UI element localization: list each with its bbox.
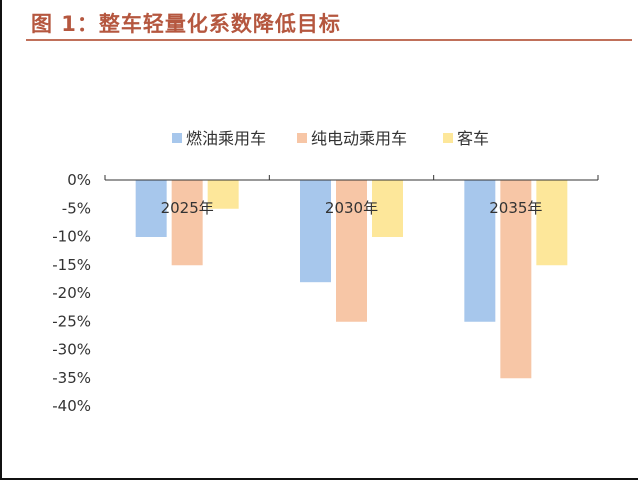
legend-swatch — [297, 133, 307, 143]
bar — [135, 179, 167, 237]
x-tick-label: 2035年 — [489, 199, 542, 217]
figure-title: 图 1：整车轻量化系数降低目标 — [31, 12, 341, 36]
y-tick-label: -10% — [52, 228, 91, 246]
x-tick-label: 2030年 — [325, 199, 378, 217]
legend-label: 纯电动乘用车 — [311, 129, 407, 148]
bar — [464, 179, 496, 322]
axes: 0% -5% -10% -15% -20% -25% -30% -35% -40% 2025年 20… — [52, 171, 599, 415]
y-tick-label: 0% — [67, 171, 91, 189]
legend: 燃油乘用车 纯电动乘用车 客车 — [172, 129, 489, 148]
legend-swatch — [172, 133, 182, 143]
y-tick-label: -15% — [52, 256, 91, 274]
bar — [500, 179, 532, 379]
bar — [372, 179, 403, 237]
y-tick-label: -20% — [52, 284, 91, 302]
bar — [336, 179, 367, 322]
x-tick-label: 2025年 — [161, 199, 214, 217]
y-tick-label: -5% — [62, 199, 91, 217]
y-tick-label: -25% — [52, 312, 91, 330]
bar — [171, 179, 203, 266]
title-rule — [26, 39, 632, 41]
bars — [135, 179, 568, 379]
legend-label: 燃油乘用车 — [186, 129, 266, 148]
y-tick-label: -40% — [52, 397, 91, 415]
legend-swatch — [443, 133, 453, 143]
bar — [300, 179, 331, 283]
bar — [536, 179, 568, 266]
y-tick-label: -30% — [52, 341, 91, 359]
y-tick-label: -35% — [52, 369, 91, 387]
legend-label: 客车 — [457, 129, 489, 148]
